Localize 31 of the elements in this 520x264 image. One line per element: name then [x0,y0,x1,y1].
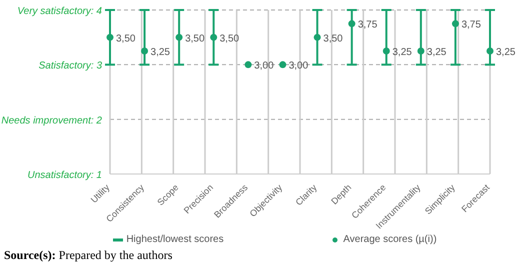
y-tick-label: Satisfactory: 3 [38,60,102,72]
data-label: 3,25 [496,47,516,58]
y-tick-label: Needs improvement: 2 [1,115,102,126]
data-label: 3,75 [461,20,482,31]
point [486,48,494,54]
text: Highest/lowest scores [125,234,224,245]
data-label: 3,25 [426,47,447,58]
y-tick-label: Very satisfactory: 4 [17,6,102,17]
point [314,34,321,41]
data-label: 3,00 [254,60,274,72]
point [348,20,356,28]
data-label: 3,50 [220,33,240,44]
source-note: Source(s): Prepared by the authors [4,248,174,263]
data-label: 3,25 [392,47,412,58]
data-label: 3,50 [185,33,205,44]
point [106,34,114,41]
point [244,61,252,68]
y-tick-label: Unsatisfactory: 1 [28,170,102,181]
point [141,48,148,54]
data-label: 3,50 [116,33,136,44]
point [176,34,183,41]
point [382,48,390,54]
point [452,20,459,28]
data-label: 3,50 [323,33,344,44]
point [279,61,286,68]
point [210,34,218,41]
data-label: 3,00 [288,60,309,72]
point [417,48,424,54]
data-label: 3,75 [358,20,378,31]
legend-label: Average scores (µ(i)) [342,234,437,245]
data-label: 3,25 [150,47,170,58]
